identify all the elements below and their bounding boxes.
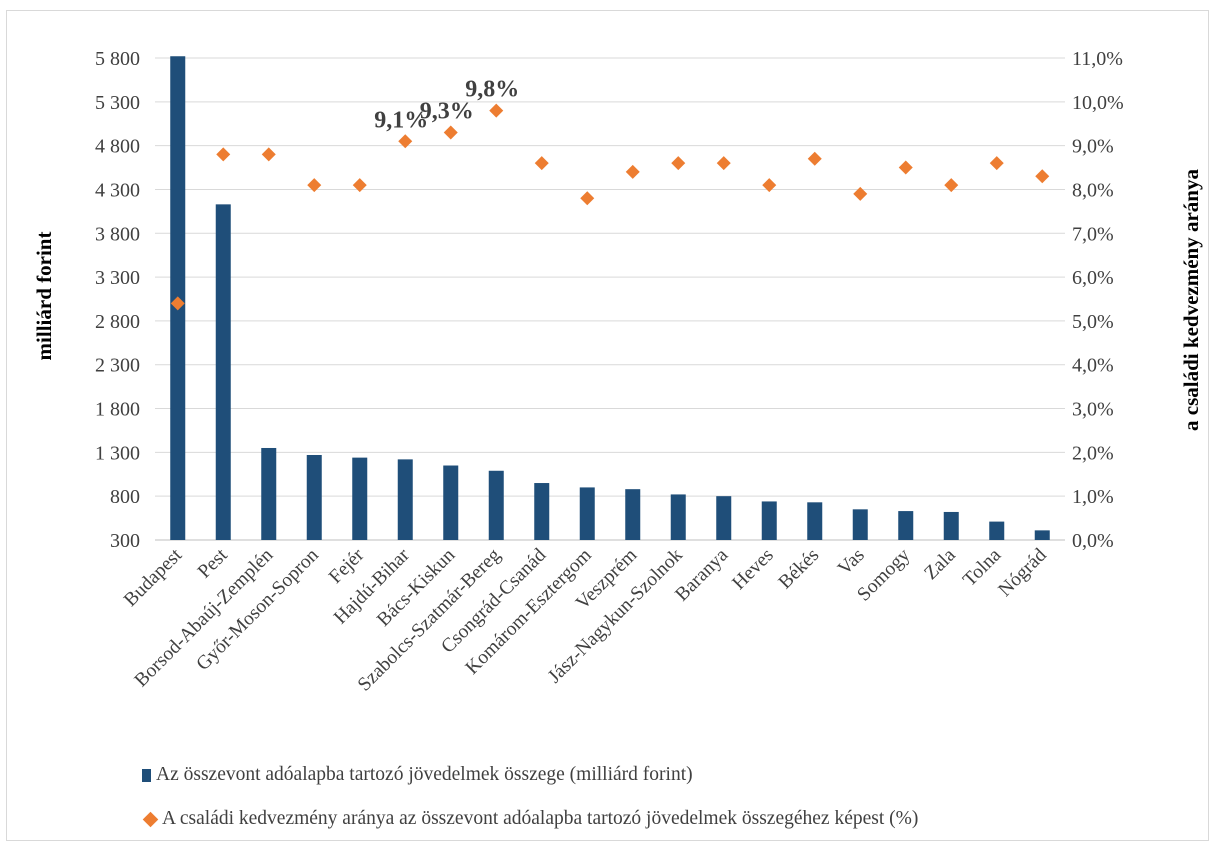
bar [306, 454, 322, 540]
point-marker [580, 191, 595, 206]
y2-tick-label: 0,0% [1072, 530, 1114, 552]
bar [1034, 530, 1050, 540]
y2-tick-label: 3,0% [1072, 399, 1114, 421]
y2-tick-label: 8,0% [1072, 179, 1114, 201]
x-category-label: Budapest [120, 544, 187, 611]
x-category-label: Nógrád [995, 545, 1051, 601]
data-label: 9,3% [420, 98, 474, 124]
point-marker [534, 156, 549, 171]
point-marker [898, 160, 913, 175]
data-label: 9,1% [374, 107, 428, 133]
y2-tick-label: 9,0% [1072, 136, 1114, 158]
legend-bar-swatch [142, 768, 151, 782]
chart-frame [6, 10, 1209, 841]
point-marker [944, 178, 959, 193]
gridlines [155, 57, 1065, 541]
point-marker [216, 147, 231, 162]
bar [716, 496, 732, 540]
point-marker [625, 164, 640, 179]
x-category-label: Vas [834, 545, 869, 580]
y-tick-label: 5 300 [95, 92, 140, 114]
legend-diamond-swatch [142, 811, 159, 827]
legend-item-points: A családi kedvezmény aránya az összevont… [142, 808, 918, 830]
left-axis-ticks: 300 800 1 300 1 800 2 300 2 800 3 300 3 800 4 30… [95, 48, 140, 552]
legend-bar-label: Az összevont adóalapba tartozó jövedelme… [156, 764, 693, 785]
bar [625, 489, 641, 540]
bar [989, 521, 1005, 540]
point-marker [307, 178, 322, 193]
point-series [170, 103, 1050, 311]
bar [488, 470, 504, 540]
x-axis-categories: Budapest PestBorsod-Abaúj-ZemplénGyőr-Mos… [120, 544, 1051, 695]
y-tick-label: 4 300 [95, 179, 140, 201]
point-marker [989, 156, 1004, 171]
point-marker [443, 125, 458, 140]
y2-tick-label: 11,0% [1072, 48, 1123, 70]
point-marker [261, 147, 276, 162]
bar [898, 511, 914, 540]
bar [534, 483, 550, 540]
bar [215, 204, 231, 540]
y-tick-label: 3 800 [95, 223, 140, 245]
point-marker [170, 296, 185, 311]
y-tick-label: 800 [110, 486, 140, 508]
point-marker [352, 178, 367, 193]
point-marker [853, 186, 868, 201]
point-marker [398, 134, 413, 149]
x-category-label: Heves [728, 545, 777, 594]
y2-tick-label: 5,0% [1072, 311, 1114, 333]
bar [852, 509, 868, 540]
legend-item-bars: Az összevont adóalapba tartozó jövedelme… [142, 764, 693, 786]
legend-point-label: A családi kedvezmény aránya az összevont… [162, 808, 919, 829]
bar [670, 494, 686, 540]
y2-tick-label: 10,0% [1072, 92, 1124, 114]
y2-tick-label: 1,0% [1072, 486, 1114, 508]
bar [807, 502, 823, 540]
bar [397, 459, 413, 540]
y2-axis-title: a családi kedvezmény aránya [1179, 169, 1203, 431]
point-marker [671, 156, 686, 171]
bar [261, 447, 277, 540]
point-marker [489, 103, 504, 118]
bar [579, 487, 595, 540]
y-tick-label: 2 300 [95, 355, 140, 377]
bar-series [170, 56, 1050, 540]
x-category-label: Pest [194, 544, 232, 582]
y2-tick-label: 4,0% [1072, 355, 1114, 377]
bar [761, 501, 777, 540]
data-label: 9,8% [465, 77, 519, 103]
bar [443, 465, 459, 540]
bar [352, 457, 368, 540]
y-tick-label: 3 300 [95, 267, 140, 289]
y2-tick-label: 7,0% [1072, 223, 1114, 245]
right-axis-ticks: 0,0% 1,0% 2,0% 3,0% 4,0% 5,0% 6,0% 7,0% 8,0% 9,0%… [1072, 48, 1124, 552]
x-category-label: Békés [775, 545, 824, 594]
y-tick-label: 2 800 [95, 311, 140, 333]
y-tick-label: 1 800 [95, 399, 140, 421]
point-marker [716, 156, 731, 171]
point-marker [807, 151, 822, 166]
y-tick-label: 5 800 [95, 48, 140, 70]
y-axis-title: milliárd forint [32, 232, 56, 361]
point-marker [1035, 169, 1050, 184]
y-tick-label: 4 800 [95, 136, 140, 158]
y-tick-label: 1 300 [95, 442, 140, 464]
y2-tick-label: 6,0% [1072, 267, 1114, 289]
data-labels: 9,1%9,3%9,8% [374, 77, 519, 134]
y-tick-label: 300 [110, 530, 140, 552]
y2-tick-label: 2,0% [1072, 442, 1114, 464]
bar [943, 511, 959, 540]
x-category-label: Zala [920, 544, 960, 584]
point-marker [762, 178, 777, 193]
